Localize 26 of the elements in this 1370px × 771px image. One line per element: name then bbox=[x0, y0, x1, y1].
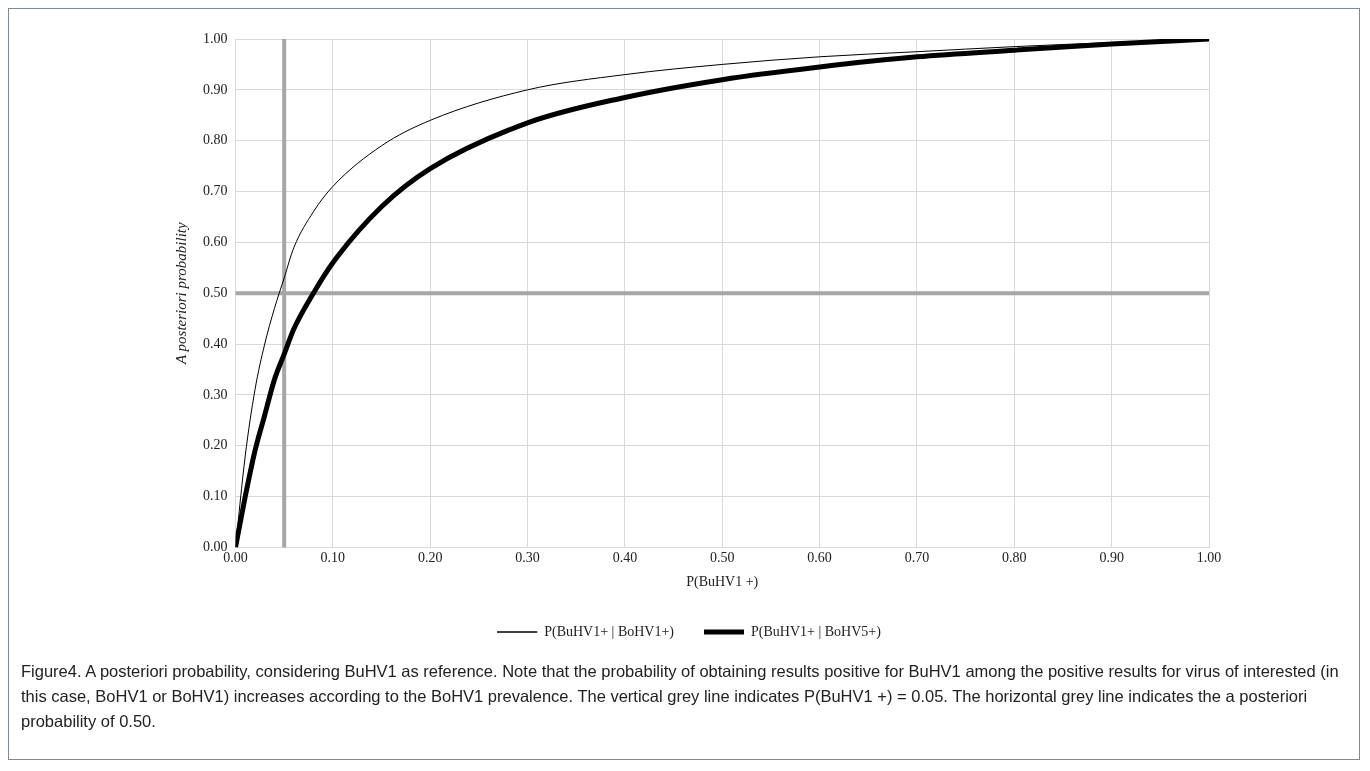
legend-label: P(BuHV1+ | BoHV5+) bbox=[751, 623, 882, 640]
x-tick-label: 0.20 bbox=[417, 550, 443, 566]
x-tick-label: 0.30 bbox=[515, 550, 540, 566]
x-tick-label: 0.40 bbox=[612, 550, 638, 566]
caption: Figure4. A posteriori probability, considering BuHV1 as reference. Note that the probability of obtaining results positive for BuHV1 among the positive results for virus of interested (in this case, BoHV1 or BoHV1) increases according to the BoHV1 prevalence. The vertical grey line indicates P(BuHV1 +) = 0.05. The horizontal grey line indicates the a posteriori probability of 0.50. bbox=[21, 661, 1340, 732]
x-tick-label: 0.90 bbox=[1099, 550, 1124, 566]
x-tick-label: 0.00 bbox=[223, 550, 248, 566]
y-tick-label: 0.70 bbox=[203, 183, 228, 199]
x-tick-label: 1.00 bbox=[1196, 550, 1222, 566]
y-tick-label: 0.40 bbox=[203, 335, 228, 351]
y-tick-label: 0.30 bbox=[203, 386, 228, 402]
x-tick-label: 0.50 bbox=[710, 550, 735, 566]
y-tick-label: 0.50 bbox=[203, 284, 228, 300]
x-tick-label: 0.70 bbox=[904, 550, 930, 566]
y-tick-label: 0.20 bbox=[203, 437, 228, 453]
x-tick-label: 0.80 bbox=[1002, 550, 1027, 566]
y-tick-label: 0.10 bbox=[203, 488, 228, 504]
x-axis-title: P(BuHV1 +) bbox=[686, 574, 759, 591]
y-axis-title: A posteriori probability bbox=[172, 222, 189, 366]
y-tick-label: 0.90 bbox=[203, 81, 228, 97]
legend-label: P(BuHV1+ | BoHV1+) bbox=[544, 623, 675, 640]
x-tick-label: 0.60 bbox=[807, 550, 832, 566]
y-tick-label: 1.00 bbox=[203, 30, 228, 46]
y-tick-label: 0.80 bbox=[203, 132, 228, 148]
x-tick-label: 0.10 bbox=[320, 550, 346, 566]
y-tick-label: 0.60 bbox=[203, 234, 228, 250]
